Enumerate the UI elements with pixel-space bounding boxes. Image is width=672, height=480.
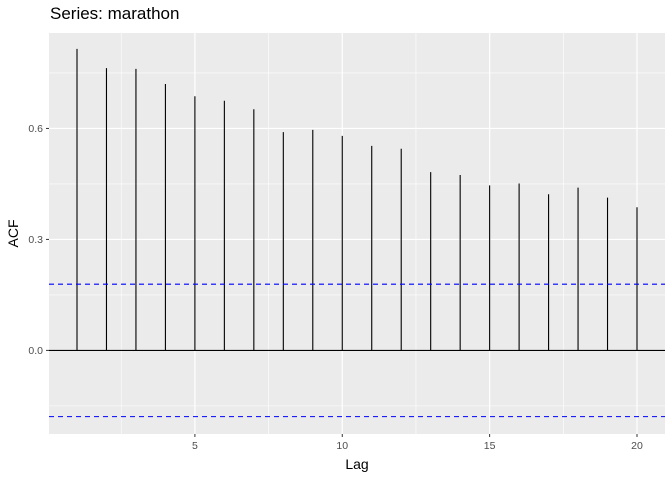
chart-title: Series: marathon	[50, 4, 180, 23]
acf-bars	[76, 48, 638, 351]
x-tick-label: 20	[631, 440, 643, 452]
x-tick-label: 15	[484, 440, 496, 452]
x-tick-label: 10	[336, 440, 348, 452]
axes: 5 10 15 20 0.0 0.3 0.6 Lag ACF	[5, 123, 643, 472]
panel-background	[49, 33, 665, 434]
y-tick-label: 0.0	[28, 345, 43, 357]
y-tick-label: 0.3	[28, 234, 43, 246]
x-axis-title: Lag	[345, 456, 368, 472]
y-tick-label: 0.6	[28, 123, 43, 135]
x-tick-label: 5	[192, 440, 198, 452]
y-axis-title: ACF	[5, 220, 21, 248]
